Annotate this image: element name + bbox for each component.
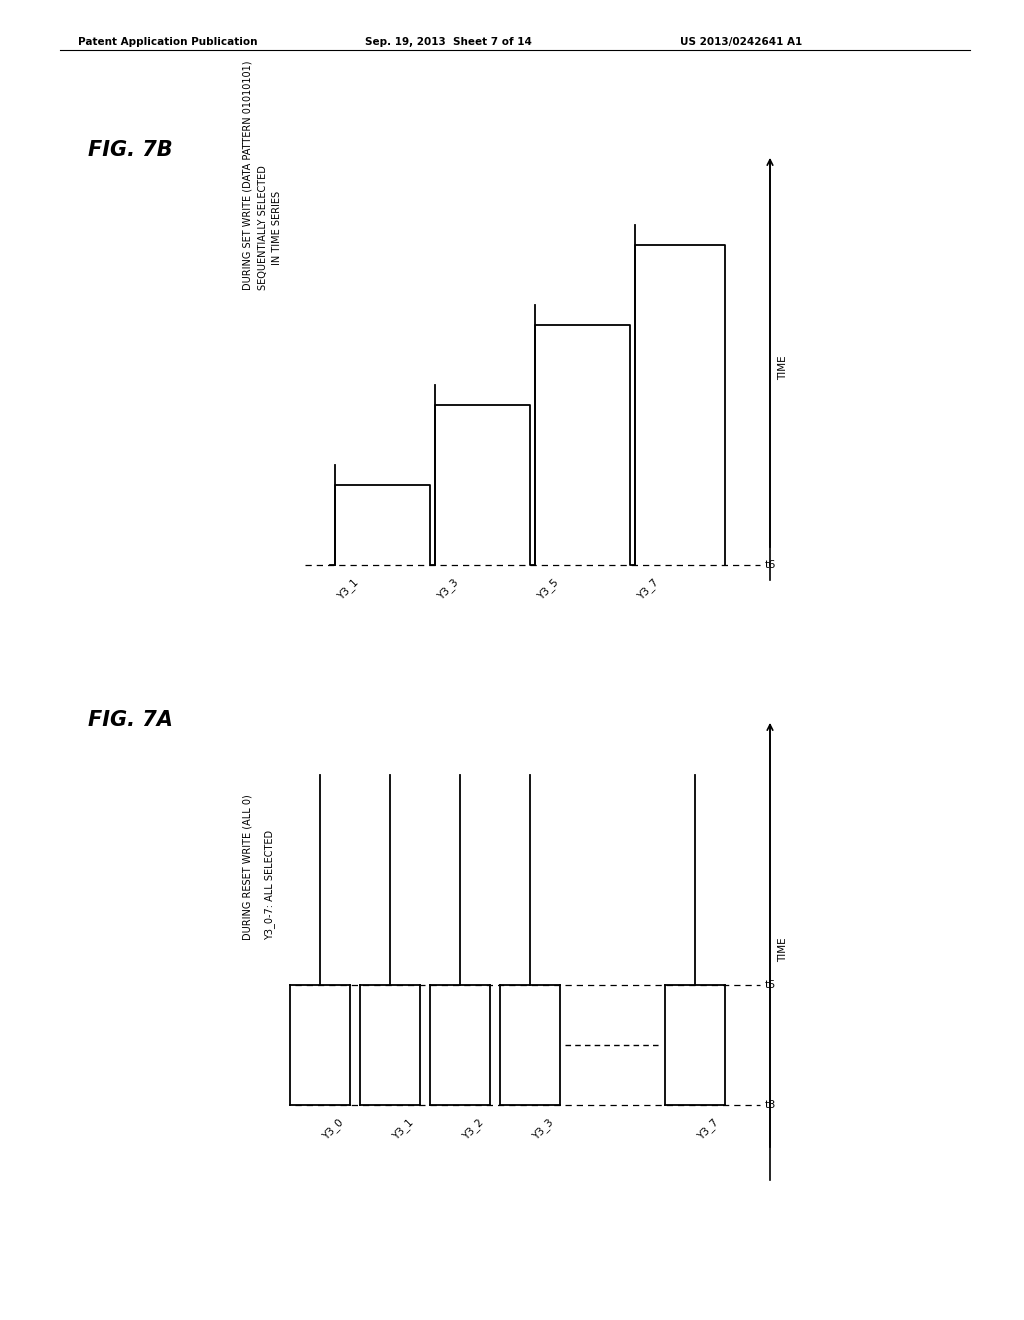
Text: Y3_0: Y3_0 xyxy=(319,1117,345,1142)
Text: Y3_0-7: ALL SELECTED: Y3_0-7: ALL SELECTED xyxy=(264,830,275,940)
Text: Y3_5: Y3_5 xyxy=(535,577,560,602)
Text: TIME: TIME xyxy=(778,355,788,380)
Text: Y3_7: Y3_7 xyxy=(695,1117,720,1142)
Text: DURING SET WRITE (DATA PATTERN 01010101): DURING SET WRITE (DATA PATTERN 01010101) xyxy=(243,61,253,290)
Text: Y3_3: Y3_3 xyxy=(530,1117,555,1142)
Text: t3: t3 xyxy=(765,1100,776,1110)
Text: Patent Application Publication: Patent Application Publication xyxy=(78,37,257,48)
Text: Y3_2: Y3_2 xyxy=(460,1117,485,1142)
Text: t6: t6 xyxy=(765,560,776,570)
Text: FIG. 7B: FIG. 7B xyxy=(88,140,173,160)
Text: TIME: TIME xyxy=(778,937,788,962)
Text: US 2013/0242641 A1: US 2013/0242641 A1 xyxy=(680,37,802,48)
Text: FIG. 7A: FIG. 7A xyxy=(88,710,173,730)
Text: t5: t5 xyxy=(765,979,776,990)
Text: Y3_7: Y3_7 xyxy=(635,577,660,602)
Text: Y3_3: Y3_3 xyxy=(435,577,460,602)
Text: SEQUENTIALLY SELECTED
IN TIME SERIES: SEQUENTIALLY SELECTED IN TIME SERIES xyxy=(258,165,282,290)
Text: Y3_1: Y3_1 xyxy=(390,1117,415,1142)
Text: Sep. 19, 2013  Sheet 7 of 14: Sep. 19, 2013 Sheet 7 of 14 xyxy=(365,37,531,48)
Text: DURING RESET WRITE (ALL 0): DURING RESET WRITE (ALL 0) xyxy=(243,795,253,940)
Text: Y3_1: Y3_1 xyxy=(335,577,360,602)
